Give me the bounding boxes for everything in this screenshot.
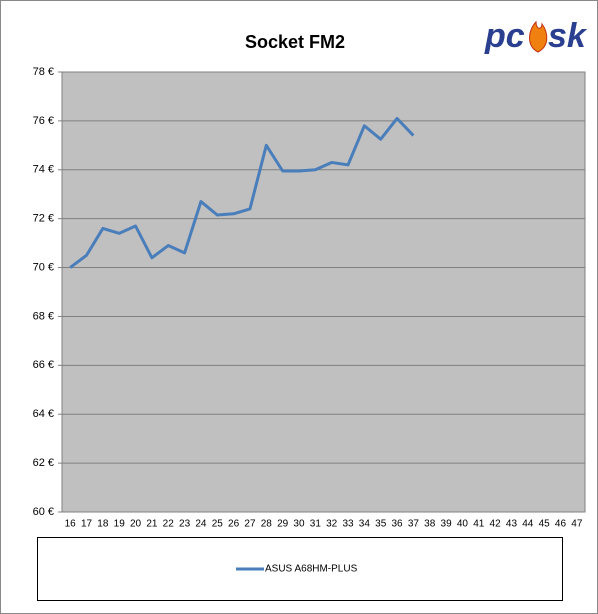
x-tick-label: 36 <box>391 519 403 530</box>
y-tick-label: 64 € <box>33 408 54 420</box>
x-tick-label: 29 <box>277 519 289 530</box>
x-tick-label: 26 <box>228 519 240 530</box>
x-tick-label: 47 <box>571 519 583 530</box>
x-tick-label: 27 <box>244 519 256 530</box>
y-tick-label: 66 € <box>33 359 54 371</box>
x-tick-label: 35 <box>375 519 387 530</box>
y-tick-label: 78 € <box>33 66 54 78</box>
logo-flame <box>529 20 548 53</box>
x-tick-label: 23 <box>179 519 191 530</box>
y-tick-label: 74 € <box>33 164 54 176</box>
x-tick-label: 18 <box>97 519 109 530</box>
x-tick-label: 42 <box>490 519 502 530</box>
x-tick-label: 22 <box>163 519 175 530</box>
x-tick-label: 25 <box>212 519 224 530</box>
y-tick-label: 72 € <box>33 213 54 225</box>
x-tick-label: 31 <box>310 519 322 530</box>
y-tick-label: 68 € <box>33 310 54 322</box>
x-tick-label: 32 <box>326 519 338 530</box>
x-tick-label: 44 <box>522 519 534 530</box>
x-tick-label: 21 <box>146 519 158 530</box>
x-tick-label: 24 <box>195 519 207 530</box>
x-tick-label: 16 <box>65 519 77 530</box>
x-tick-label: 43 <box>506 519 518 530</box>
chart-title: Socket FM2 <box>245 32 345 52</box>
y-tick-label: 70 € <box>33 261 54 273</box>
x-tick-label: 19 <box>114 519 126 530</box>
x-tick-label: 20 <box>130 519 142 530</box>
x-tick-label: 37 <box>408 519 420 530</box>
x-tick-label: 41 <box>473 519 485 530</box>
x-tick-label: 34 <box>359 519 371 530</box>
series-line <box>69 116 415 269</box>
x-tick-label: 30 <box>293 519 305 530</box>
legend <box>37 537 563 601</box>
x-tick-label: 40 <box>457 519 469 530</box>
y-tick-label: 76 € <box>33 115 54 127</box>
plot-area <box>61 71 586 513</box>
legend-label: ASUS A68HM-PLUS <box>265 564 358 575</box>
y-tick-label: 62 € <box>33 457 54 469</box>
x-tick-label: 38 <box>424 519 436 530</box>
x-tick-label: 46 <box>555 519 567 530</box>
x-tick-label: 33 <box>342 519 354 530</box>
x-tick-label: 39 <box>441 519 453 530</box>
logo: pc sk <box>484 17 588 55</box>
y-tick-label: 60 € <box>33 506 54 518</box>
x-tick-label: 28 <box>261 519 273 530</box>
logo-text: pc <box>484 17 525 55</box>
x-tick-label: 45 <box>539 519 551 530</box>
logo-text: sk <box>548 17 588 55</box>
x-tick-label: 17 <box>81 519 93 530</box>
